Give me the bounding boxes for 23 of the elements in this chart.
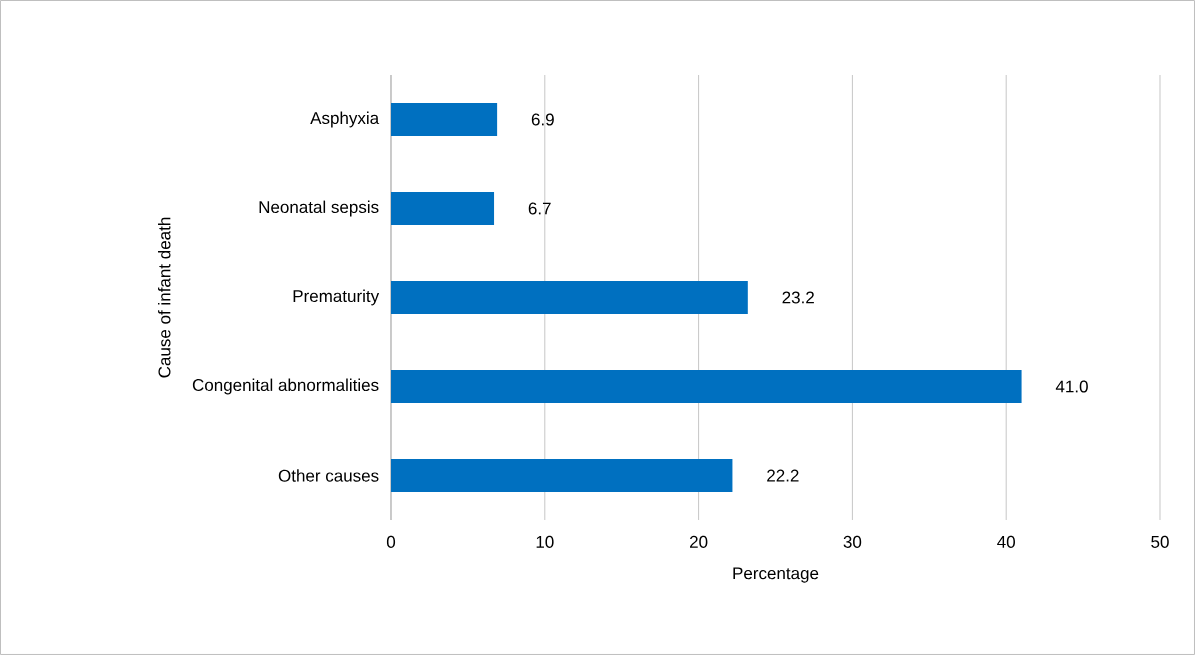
y-tick-label: Prematurity xyxy=(293,289,380,306)
x-tick-label: 50 xyxy=(1151,535,1169,548)
y-tick-label: Asphyxia xyxy=(310,111,380,128)
data-label: 41.0 xyxy=(1055,380,1088,393)
x-tick-label: 0 xyxy=(386,535,396,548)
x-tick-label: 10 xyxy=(536,535,554,548)
x-tick-label: 20 xyxy=(690,535,708,548)
y-tick-label: Congenital abnormalities xyxy=(192,378,379,395)
bar xyxy=(391,280,748,314)
y-tick-label: Neonatal sepsis xyxy=(259,200,379,217)
x-tick-label: 30 xyxy=(843,535,862,548)
y-tick-label: Other causes xyxy=(278,469,379,482)
bar xyxy=(391,103,498,136)
x-axis-title: Percentage xyxy=(733,567,819,583)
y-axis-title: Cause of infant death xyxy=(158,217,171,378)
data-label: 22.2 xyxy=(767,469,799,482)
data-label: 6.9 xyxy=(531,113,554,126)
bar xyxy=(391,458,733,492)
data-label: 6.7 xyxy=(528,202,551,215)
bar xyxy=(391,191,495,225)
x-tick-label: 40 xyxy=(997,535,1015,548)
data-label: 23.2 xyxy=(782,291,814,304)
bar xyxy=(391,369,1022,403)
